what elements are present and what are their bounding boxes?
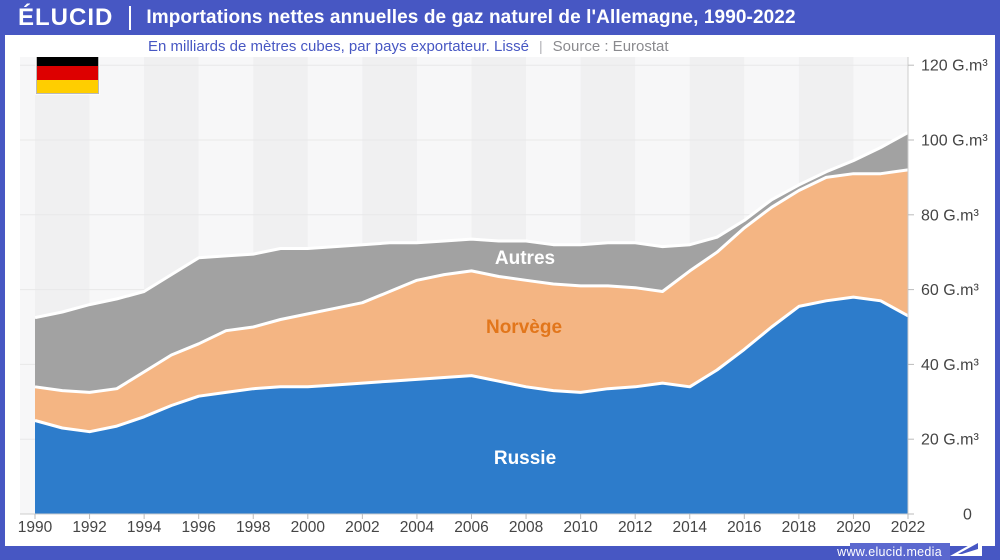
- subtitle-row: En milliards de mètres cubes, par pays e…: [0, 35, 1000, 57]
- x-tick-label: 2020: [836, 519, 871, 536]
- background-stripe: [20, 57, 35, 514]
- source-label: Source : Eurostat: [552, 37, 669, 55]
- y-tick-label: 60 G.m³: [921, 282, 979, 299]
- x-tick-label: 2016: [727, 519, 761, 536]
- area-labels: Russie Norvège Autres: [486, 248, 562, 469]
- x-tick-label: 1992: [72, 519, 106, 536]
- chart-subtitle: En milliards de mètres cubes, par pays e…: [148, 37, 530, 55]
- x-tick-label: 2002: [345, 519, 379, 536]
- y-axis-labels: 0 20 G.m³ 40 G.m³ 60 G.m³ 80 G.m³ 100 G.m³ 120…: [908, 58, 988, 524]
- page-title: Importations nettes annuelles de gaz nat…: [146, 6, 796, 28]
- area-label-norvege: Norvège: [486, 317, 562, 338]
- subtitle-separator: |: [539, 38, 543, 54]
- area-boundary-autres: [34, 131, 909, 320]
- x-tick-label: 2012: [618, 519, 652, 536]
- header-bar: ÉLUCID Importations nettes annuelles de …: [0, 0, 1000, 35]
- x-tick-label: 1990: [18, 519, 53, 536]
- area-boundary-russie: [34, 295, 909, 434]
- x-tick-label: 1998: [236, 519, 270, 536]
- y-tick-label: 80 G.m³: [921, 207, 979, 224]
- germany-flag: [36, 52, 99, 94]
- stacked-areas: [35, 132, 908, 514]
- area-label-autres: Autres: [495, 248, 555, 269]
- x-axis-labels: 1990 1992 1994 1996 1998 2000 2002 2004 2006 2008…: [18, 514, 925, 536]
- x-tick-label: 2004: [400, 519, 435, 536]
- x-tick-label: 2018: [782, 519, 816, 536]
- footer-bar: [0, 546, 1000, 560]
- area-autres: [35, 132, 908, 393]
- area-norvege: [35, 169, 908, 432]
- frame-border-right: [995, 0, 1000, 560]
- flag-stripe-red: [37, 66, 98, 80]
- y-tick-label: 120 G.m³: [921, 58, 988, 75]
- x-tick-label: 2006: [454, 519, 488, 536]
- elucid-logo: ÉLUCID: [18, 3, 114, 31]
- x-tick-label: 1996: [181, 519, 215, 536]
- website-url: www.elucid.media: [837, 545, 942, 559]
- y-tick-label: 40 G.m³: [921, 357, 979, 374]
- x-tick-label: 2008: [509, 519, 543, 536]
- flag-stripe-gold: [37, 79, 98, 93]
- header-divider: [129, 5, 132, 30]
- x-tick-label: 2022: [891, 519, 925, 536]
- y-tick-label: 100 G.m³: [921, 133, 988, 150]
- area-boundaries: [34, 131, 909, 434]
- x-tick-label: 2000: [291, 519, 326, 536]
- area-label-russie: Russie: [494, 448, 556, 469]
- area-russie: [35, 297, 908, 514]
- footer-highlight-box: [850, 543, 950, 560]
- x-tick-label: 2010: [563, 519, 598, 536]
- y-tick-label: 0: [963, 507, 972, 524]
- y-tick-label: 20 G.m³: [921, 432, 979, 449]
- x-tick-label: 2014: [673, 519, 708, 536]
- frame-border-left: [0, 0, 5, 560]
- area-boundary-norvege: [34, 168, 909, 394]
- x-tick-label: 1994: [127, 519, 162, 536]
- elucid-arrow-icon: [950, 538, 982, 556]
- axes: [20, 57, 909, 515]
